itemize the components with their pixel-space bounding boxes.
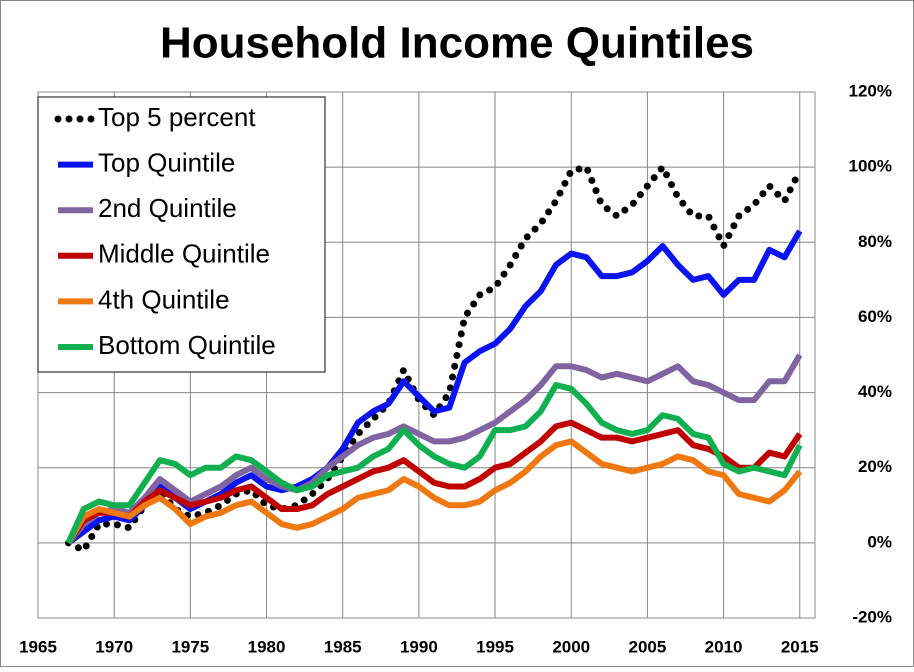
legend-label: 2nd Quintile [98, 193, 237, 223]
x-tick-label: 2005 [628, 637, 666, 656]
series-line [65, 438, 803, 545]
y-tick-label: -20% [852, 607, 892, 626]
y-tick-label: 120% [849, 81, 892, 100]
chart-title: Household Income Quintiles [160, 19, 754, 68]
legend-label: 4th Quintile [98, 284, 230, 314]
x-tick-label: 1965 [19, 637, 57, 656]
x-tick-label: 1995 [476, 637, 514, 656]
legend: Top 5 percent Top Quintile 2nd Quintile Mid… [37, 96, 326, 373]
legend-label: Middle Quintile [98, 239, 270, 269]
y-tick-label: 20% [858, 457, 892, 476]
legend-label: Top 5 percent [98, 102, 256, 132]
y-tick-label: 0% [867, 532, 892, 551]
legend-label: Top Quintile [98, 147, 235, 177]
series-line [66, 229, 803, 546]
y-tick-label: 100% [849, 157, 892, 176]
x-tick-label: 1990 [400, 637, 438, 656]
legend-label: Bottom Quintile [98, 330, 276, 360]
x-tick-label: 2000 [552, 637, 590, 656]
series-line [64, 160, 804, 555]
series-line [66, 353, 803, 545]
x-tick-label: 1970 [95, 637, 133, 656]
x-tick-label: 1975 [171, 637, 209, 656]
y-tick-label: 40% [858, 382, 892, 401]
x-tick-label: 1985 [324, 637, 362, 656]
x-tick-label: 1980 [248, 637, 286, 656]
x-tick-label: 2015 [781, 637, 819, 656]
series-line [65, 382, 803, 545]
legend-box [37, 96, 326, 373]
y-tick-label: 60% [858, 307, 892, 326]
x-tick-label: 2010 [705, 637, 743, 656]
y-tick-label: 80% [858, 232, 892, 251]
series-line [65, 419, 803, 545]
